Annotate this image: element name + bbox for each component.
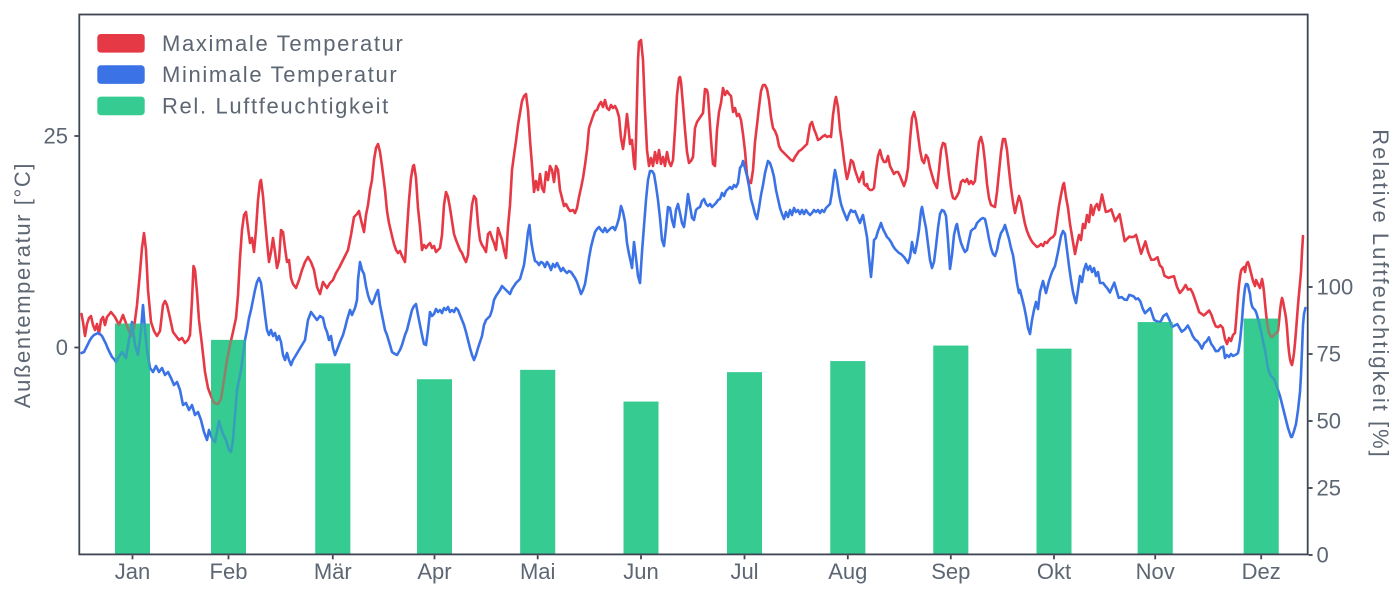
svg-text:Jul: Jul (730, 559, 758, 584)
svg-text:Nov: Nov (1136, 559, 1175, 584)
svg-text:Dez: Dez (1242, 559, 1281, 584)
svg-text:Sep: Sep (931, 559, 970, 584)
svg-text:0: 0 (56, 335, 68, 360)
svg-text:Relative Luftfeuchtigkeit [%]: Relative Luftfeuchtigkeit [%] (1368, 129, 1393, 458)
svg-text:100: 100 (1317, 275, 1354, 300)
svg-text:Apr: Apr (417, 559, 451, 584)
svg-text:Maximale Temperatur: Maximale Temperatur (162, 31, 404, 56)
svg-text:50: 50 (1317, 409, 1341, 434)
svg-text:Jan: Jan (115, 559, 150, 584)
svg-text:Minimale Temperatur: Minimale Temperatur (162, 62, 398, 87)
svg-text:25: 25 (1317, 476, 1341, 501)
svg-text:Jun: Jun (623, 559, 658, 584)
svg-text:25: 25 (44, 124, 68, 149)
svg-text:Außentemperatur [°C]: Außentemperatur [°C] (10, 162, 35, 408)
svg-text:Okt: Okt (1037, 559, 1071, 584)
svg-text:75: 75 (1317, 342, 1341, 367)
svg-text:Mär: Mär (314, 559, 352, 584)
svg-text:Feb: Feb (210, 559, 248, 584)
svg-text:Mai: Mai (520, 559, 555, 584)
svg-text:Rel. Luftfeuchtigkeit: Rel. Luftfeuchtigkeit (162, 94, 390, 119)
svg-text:0: 0 (1317, 543, 1329, 568)
svg-text:Aug: Aug (828, 559, 867, 584)
